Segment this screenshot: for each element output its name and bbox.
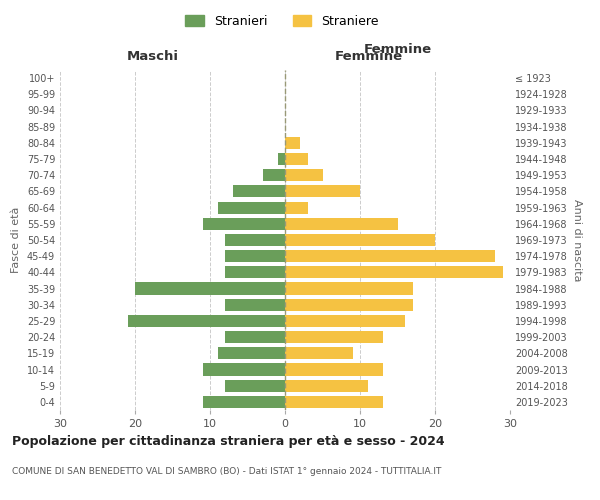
Text: Popolazione per cittadinanza straniera per età e sesso - 2024: Popolazione per cittadinanza straniera p… [12, 435, 445, 448]
Text: Femmine: Femmine [335, 50, 403, 62]
Bar [285, 169, 323, 181]
Bar [225, 234, 285, 246]
Bar [285, 186, 360, 198]
Bar [218, 202, 285, 213]
Bar [285, 331, 383, 343]
Legend: Stranieri, Straniere: Stranieri, Straniere [182, 11, 383, 32]
Bar [203, 396, 285, 408]
Bar [285, 250, 495, 262]
Y-axis label: Anni di nascita: Anni di nascita [572, 198, 581, 281]
Bar [285, 153, 308, 165]
Text: COMUNE DI SAN BENEDETTO VAL DI SAMBRO (BO) - Dati ISTAT 1° gennaio 2024 - TUTTIT: COMUNE DI SAN BENEDETTO VAL DI SAMBRO (B… [12, 468, 442, 476]
Bar [285, 348, 353, 360]
Bar [225, 298, 285, 311]
Bar [203, 364, 285, 376]
Bar [233, 186, 285, 198]
Bar [285, 396, 383, 408]
Bar [285, 234, 435, 246]
Bar [263, 169, 285, 181]
Bar [285, 137, 300, 149]
Bar [285, 380, 367, 392]
Bar [285, 364, 383, 376]
Bar [285, 315, 405, 327]
Y-axis label: Fasce di età: Fasce di età [11, 207, 21, 273]
Bar [225, 331, 285, 343]
Bar [285, 202, 308, 213]
Text: Femmine: Femmine [364, 44, 431, 57]
Bar [218, 348, 285, 360]
Bar [285, 282, 413, 294]
Bar [225, 380, 285, 392]
Bar [225, 250, 285, 262]
Bar [128, 315, 285, 327]
Bar [285, 218, 398, 230]
Bar [277, 153, 285, 165]
Text: Maschi: Maschi [127, 50, 179, 62]
Bar [135, 282, 285, 294]
Bar [203, 218, 285, 230]
Bar [285, 298, 413, 311]
Bar [225, 266, 285, 278]
Bar [285, 266, 503, 278]
